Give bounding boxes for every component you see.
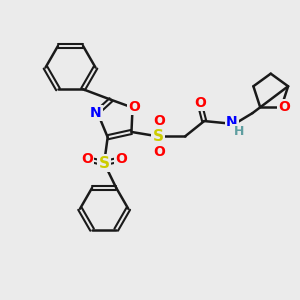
Text: O: O bbox=[154, 114, 165, 128]
Text: S: S bbox=[99, 156, 110, 171]
Text: O: O bbox=[278, 100, 290, 114]
Text: H: H bbox=[233, 125, 244, 138]
Text: O: O bbox=[81, 152, 93, 166]
Text: O: O bbox=[194, 95, 206, 110]
Text: N: N bbox=[226, 115, 238, 129]
Text: S: S bbox=[152, 129, 164, 144]
Text: O: O bbox=[154, 145, 165, 159]
Text: O: O bbox=[128, 100, 140, 114]
Text: O: O bbox=[115, 152, 127, 166]
Text: N: N bbox=[90, 106, 102, 120]
